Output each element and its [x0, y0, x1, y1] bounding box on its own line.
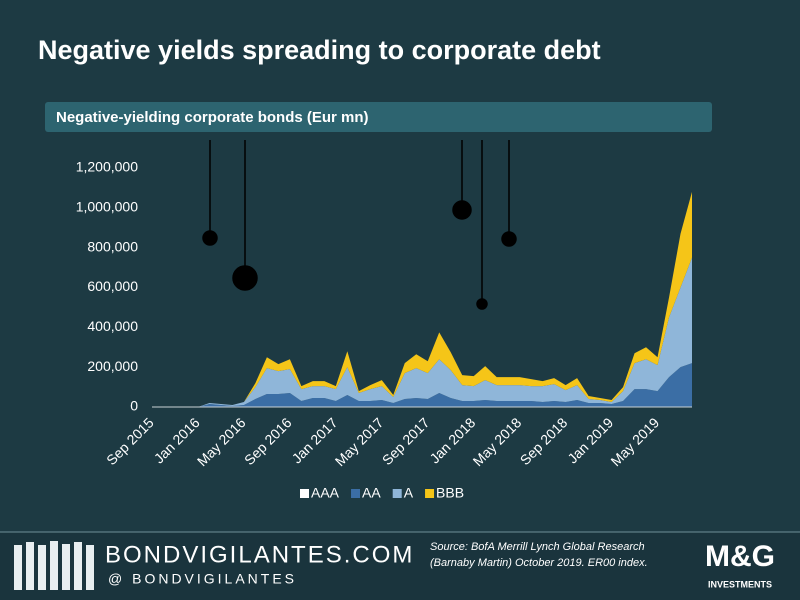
footer-site: BONDVIGILANTES.COM [105, 541, 414, 568]
area [152, 257, 692, 407]
footer-band [0, 532, 800, 600]
legend-swatch [392, 489, 402, 498]
legend-label: AA [362, 485, 381, 501]
y-tick-label: 200,000 [87, 358, 138, 374]
y-tick-label: 600,000 [87, 278, 138, 294]
logo-sub: INVESTMENTS [708, 579, 772, 589]
legend-label: BBB [436, 485, 464, 501]
x-tick-label: May 2018 [470, 414, 525, 469]
y-tick-label: 1,000,000 [76, 199, 138, 215]
spider-decoration [202, 140, 517, 310]
x-tick-label: Sep 2017 [379, 414, 433, 468]
area [152, 363, 692, 407]
chart-title: Negative yields spreading to corporate d… [38, 35, 601, 65]
y-tick-label: 800,000 [87, 238, 138, 254]
silhouettes [14, 541, 94, 590]
x-tick-label: Sep 2016 [241, 414, 295, 468]
source-line: (Barnaby Martin) October 2019. ER00 inde… [430, 557, 648, 569]
legend-label: A [404, 485, 414, 501]
y-tick-label: 400,000 [87, 318, 138, 334]
subtitle: Negative-yielding corporate bonds (Eur m… [56, 109, 369, 126]
x-tick-label: May 2016 [194, 414, 249, 469]
x-tick-label: May 2017 [332, 414, 387, 469]
legend: AAA AA A BBB [300, 485, 464, 501]
footer-handle: @ BONDVIGILANTES [108, 571, 297, 587]
x-tick-label: Sep 2015 [103, 414, 157, 468]
subtitle-bar [45, 102, 712, 132]
legend-swatch [300, 489, 309, 498]
x-tick-label: May 2019 [607, 414, 662, 469]
y-tick-label: 0 [130, 398, 138, 414]
source-line: Source: BofA Merrill Lynch Global Resear… [430, 541, 645, 553]
area [152, 191, 692, 407]
logo: M&G [705, 540, 775, 573]
legend-swatch [351, 489, 361, 498]
legend-swatch [425, 489, 435, 498]
x-tick-label: Sep 2018 [517, 414, 571, 468]
y-tick-label: 1,200,000 [76, 159, 138, 175]
legend-label: AAA [311, 485, 340, 501]
